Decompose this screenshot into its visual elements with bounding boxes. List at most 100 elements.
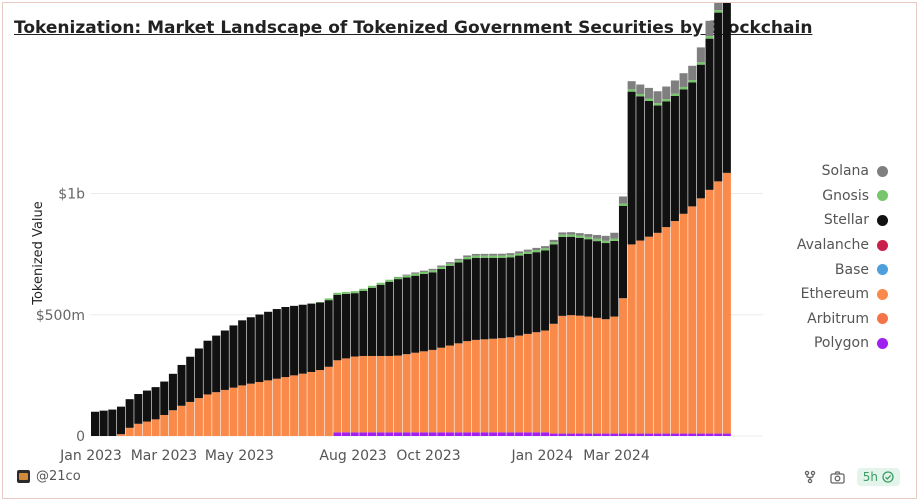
bar-stellar <box>705 38 714 190</box>
bar-stellar <box>298 304 307 374</box>
bar-stellar <box>480 257 489 340</box>
bar-ethereum <box>316 370 325 436</box>
bar-gnosis <box>575 235 584 238</box>
bar-polygon <box>480 432 489 436</box>
bar-polygon <box>679 433 688 436</box>
bar-ethereum <box>203 394 212 436</box>
legend-item-stellar[interactable]: Stellar <box>738 208 888 233</box>
legend-swatch <box>877 239 888 251</box>
bar-stellar <box>333 294 342 361</box>
bar-solana <box>714 3 723 11</box>
legend-item-gnosis[interactable]: Gnosis <box>738 184 888 209</box>
legend-swatch <box>877 313 888 325</box>
bar-solana <box>480 253 489 256</box>
bar-ethereum <box>618 298 628 434</box>
bar-polygon <box>506 432 515 436</box>
bar-solana <box>532 247 541 250</box>
camera-icon[interactable] <box>829 468 847 486</box>
bar-ethereum <box>341 358 351 433</box>
bar-ethereum <box>428 349 437 433</box>
footer-actions: 5h <box>801 468 900 486</box>
legend-item-polygon[interactable]: Polygon <box>738 331 888 356</box>
bar-polygon <box>696 433 705 436</box>
21co-logo-icon <box>17 470 30 483</box>
bar-polygon <box>653 433 662 436</box>
bar-gnosis <box>367 285 377 288</box>
bar-solana <box>437 265 446 267</box>
bar-solana <box>549 239 558 243</box>
bar-ethereum <box>160 414 169 436</box>
bar-solana <box>705 20 714 37</box>
bar-ethereum <box>722 172 731 434</box>
bar-stellar <box>402 277 411 355</box>
bar-ethereum <box>272 378 281 436</box>
bar-ethereum <box>307 371 316 436</box>
bar-stellar <box>610 240 619 317</box>
bar-stellar <box>99 410 108 436</box>
bar-ethereum <box>367 355 377 433</box>
bar-stellar <box>541 250 550 331</box>
bar-polygon <box>722 433 731 436</box>
bar-stellar <box>558 236 567 316</box>
bar-polygon <box>592 433 602 436</box>
bar-gnosis <box>350 291 359 294</box>
bar-solana <box>610 232 619 239</box>
bar-gnosis <box>653 103 662 106</box>
legend-item-base[interactable]: Base <box>738 257 888 282</box>
bar-ethereum <box>584 316 593 434</box>
bar-ethereum <box>636 240 645 434</box>
bar-polygon <box>636 433 645 436</box>
legend-label: Avalanche <box>796 237 869 254</box>
bar-ethereum <box>246 383 255 436</box>
bar-ethereum <box>575 315 584 434</box>
bar-solana <box>515 251 524 254</box>
bar-polygon <box>376 432 385 436</box>
bar-stellar <box>246 317 255 384</box>
bar-polygon <box>341 432 351 436</box>
fork-icon[interactable] <box>801 468 819 486</box>
bar-gnosis <box>705 36 714 39</box>
legend-item-ethereum[interactable]: Ethereum <box>738 282 888 307</box>
bar-stellar <box>350 293 359 357</box>
bar-polygon <box>454 432 463 436</box>
bar-stellar <box>437 269 446 348</box>
footer-source[interactable]: @21co <box>17 469 81 484</box>
bar-stellar <box>523 253 532 334</box>
legend-item-arbitrum[interactable]: Arbitrum <box>738 307 888 332</box>
bar-ethereum <box>515 335 524 433</box>
bar-solana <box>506 253 515 256</box>
bar-gnosis <box>359 288 368 291</box>
bar-solana <box>688 65 697 81</box>
bar-stellar <box>91 411 100 436</box>
bar-ethereum <box>670 221 679 434</box>
bar-ethereum <box>419 351 428 433</box>
bar-gnosis <box>471 255 480 258</box>
x-tick-label: Mar 2023 <box>131 448 198 464</box>
bar-ethereum <box>238 385 247 436</box>
bar-stellar <box>567 236 576 316</box>
bar-solana <box>592 234 602 239</box>
bar-stellar <box>341 293 351 359</box>
legend-item-solana[interactable]: Solana <box>738 159 888 184</box>
bar-ethereum <box>688 206 697 434</box>
chart-panel: Tokenization: Market Landscape of Tokeni… <box>2 2 917 499</box>
bar-gnosis <box>541 248 550 251</box>
bar-stellar <box>316 302 325 371</box>
bar-stellar <box>428 272 437 350</box>
bar-gnosis <box>627 89 636 92</box>
bar-stellar <box>385 281 394 356</box>
bar-gnosis <box>497 255 506 258</box>
bar-polygon <box>471 432 480 436</box>
bar-gnosis <box>567 234 576 237</box>
legend-item-avalanche[interactable]: Avalanche <box>738 233 888 258</box>
bar-solana <box>575 233 584 236</box>
bar-solana <box>653 91 662 104</box>
bar-gnosis <box>376 282 385 285</box>
bar-gnosis <box>385 279 394 282</box>
bar-gnosis <box>636 93 645 97</box>
bar-gnosis <box>480 255 489 258</box>
bar-stellar <box>592 241 602 318</box>
refresh-badge[interactable]: 5h <box>856 468 900 486</box>
bar-gnosis <box>584 236 593 240</box>
bar-gnosis <box>324 298 333 301</box>
